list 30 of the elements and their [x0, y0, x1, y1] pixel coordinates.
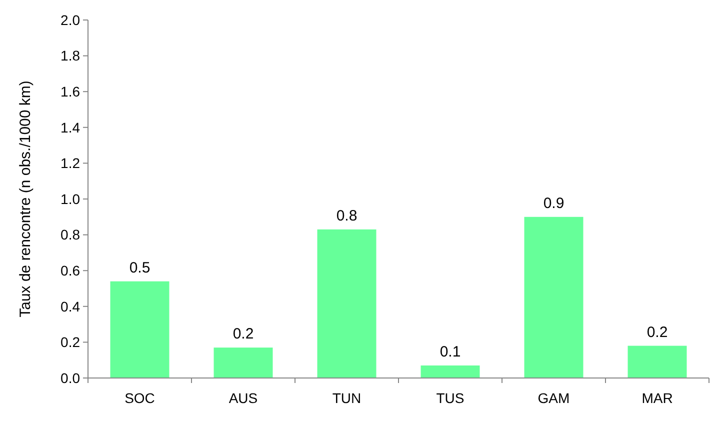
- bar: [214, 348, 273, 378]
- data-label: 0.5: [129, 259, 150, 276]
- bar: [420, 365, 480, 378]
- x-tick-label: TUN: [332, 390, 362, 406]
- bar: [524, 216, 584, 378]
- x-tick-label: MAR: [642, 390, 673, 406]
- bar: [110, 281, 170, 378]
- bar: [317, 229, 376, 378]
- x-tick-label: SOC: [124, 390, 155, 406]
- data-label: 0.8: [336, 207, 358, 224]
- bar: [628, 346, 687, 378]
- y-tick-label: 0.0: [60, 370, 80, 386]
- y-axis-title: Taux de rencontre (n obs./1000 km): [17, 80, 34, 318]
- y-tick-label: 1.8: [60, 48, 80, 64]
- y-tick-label: 0.8: [60, 226, 80, 243]
- x-tick-label: AUS: [228, 390, 258, 406]
- x-tick-label: GAM: [538, 390, 570, 406]
- data-label: 0.1: [440, 343, 461, 360]
- y-tick-label: 1.0: [60, 190, 80, 207]
- y-tick-label: 1.2: [60, 155, 80, 172]
- x-tick-label: TUS: [436, 390, 464, 406]
- y-tick-label: 0.2: [60, 334, 80, 350]
- y-tick-label: 2.0: [60, 12, 80, 28]
- data-label: 0.2: [646, 324, 668, 341]
- y-tick-label: 1.6: [60, 84, 80, 100]
- data-label: 0.9: [543, 194, 564, 212]
- y-tick-label: 0.6: [60, 262, 80, 278]
- data-label: 0.2: [232, 326, 254, 343]
- y-tick-label: 0.4: [60, 298, 80, 314]
- y-tick-label: 1.4: [60, 119, 80, 136]
